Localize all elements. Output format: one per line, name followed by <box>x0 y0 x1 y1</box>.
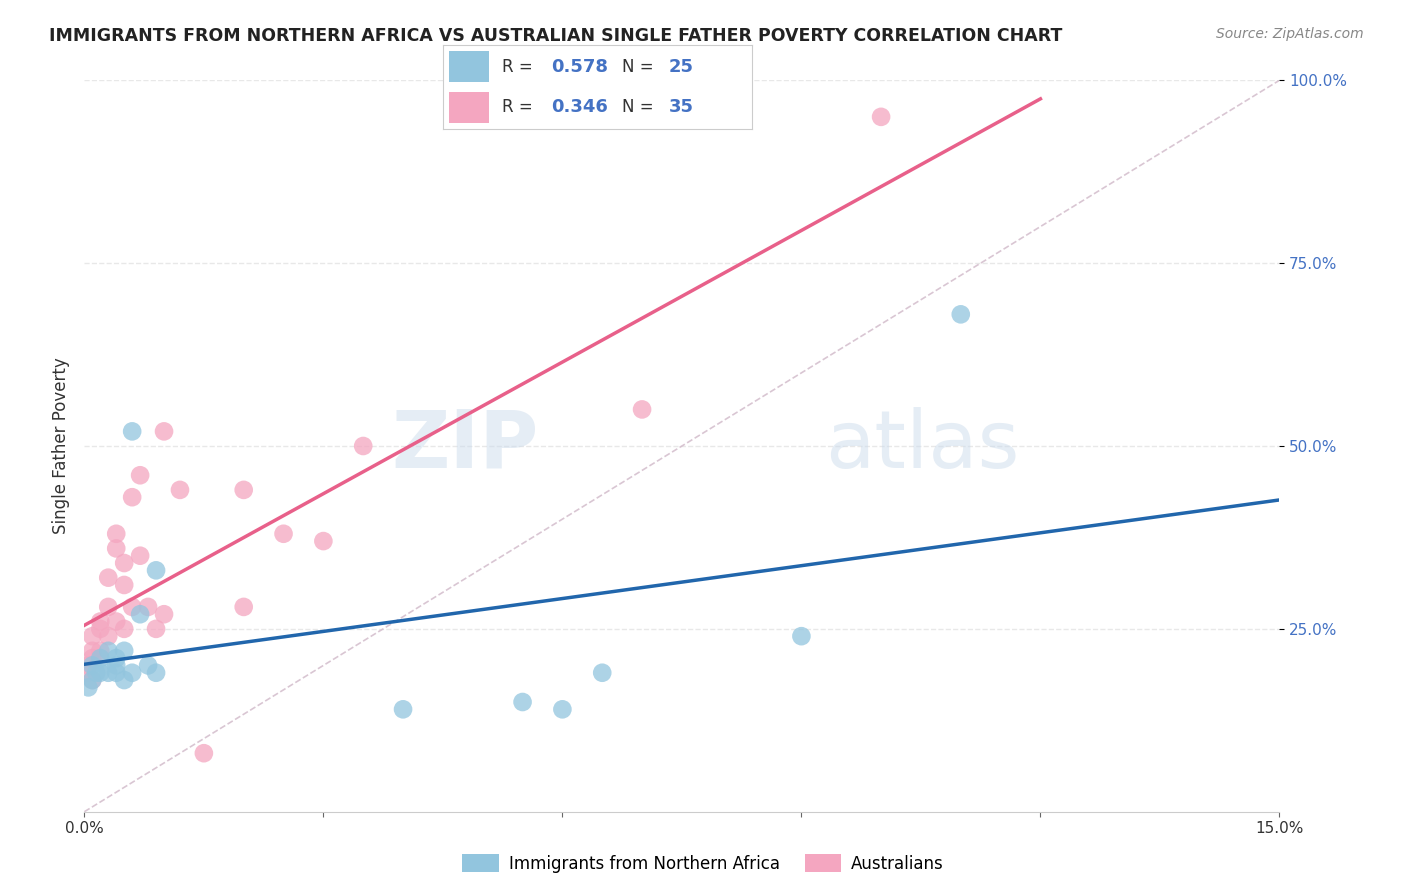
Text: R =: R = <box>502 58 537 76</box>
Point <box>631 402 654 417</box>
Point <box>591 665 613 680</box>
Y-axis label: Single Father Poverty: Single Father Poverty <box>52 358 70 534</box>
Point <box>121 665 143 680</box>
Point <box>105 658 128 673</box>
Point <box>89 665 111 680</box>
Point <box>145 622 167 636</box>
Point <box>312 534 335 549</box>
Point <box>89 651 111 665</box>
Point <box>392 702 415 716</box>
Point <box>77 681 100 695</box>
Point <box>86 665 108 680</box>
Point <box>870 110 893 124</box>
Point <box>97 665 120 680</box>
Point <box>112 556 135 570</box>
Point <box>790 629 813 643</box>
Text: atlas: atlas <box>825 407 1019 485</box>
Point <box>352 439 374 453</box>
Point <box>145 563 167 577</box>
Text: Source: ZipAtlas.com: Source: ZipAtlas.com <box>1216 27 1364 41</box>
Point <box>136 658 159 673</box>
Point <box>105 651 128 665</box>
Point <box>121 599 143 614</box>
Point <box>112 673 135 687</box>
Point <box>551 702 574 716</box>
Text: 0.346: 0.346 <box>551 98 607 116</box>
Point <box>77 658 100 673</box>
Point <box>89 644 111 658</box>
Point <box>153 607 176 622</box>
Point <box>193 746 215 760</box>
Point <box>97 571 120 585</box>
Point <box>512 695 534 709</box>
Point <box>105 665 128 680</box>
Point <box>121 425 143 439</box>
Point <box>97 599 120 614</box>
Text: R =: R = <box>502 98 537 116</box>
Point <box>136 599 159 614</box>
Point <box>89 622 111 636</box>
Point <box>129 468 152 483</box>
Point <box>145 665 167 680</box>
Point <box>82 651 104 665</box>
Point <box>82 644 104 658</box>
Text: ZIP: ZIP <box>391 407 538 485</box>
Text: N =: N = <box>623 58 659 76</box>
Text: IMMIGRANTS FROM NORTHERN AFRICA VS AUSTRALIAN SINGLE FATHER POVERTY CORRELATION : IMMIGRANTS FROM NORTHERN AFRICA VS AUSTR… <box>49 27 1063 45</box>
Point <box>105 615 128 629</box>
Point <box>82 673 104 687</box>
Point <box>112 578 135 592</box>
Text: 25: 25 <box>669 58 693 76</box>
FancyBboxPatch shape <box>449 52 489 82</box>
Point <box>153 425 176 439</box>
Point <box>169 483 191 497</box>
Point <box>949 307 972 321</box>
Point <box>105 526 128 541</box>
Legend: Immigrants from Northern Africa, Australians: Immigrants from Northern Africa, Austral… <box>456 847 950 880</box>
Point <box>121 490 143 504</box>
Point <box>273 526 295 541</box>
Point <box>97 644 120 658</box>
Point <box>232 483 254 497</box>
Point <box>82 673 104 687</box>
Point <box>97 629 120 643</box>
Point <box>129 607 152 622</box>
Point <box>129 549 152 563</box>
Text: 35: 35 <box>669 98 693 116</box>
Point <box>232 599 254 614</box>
Point <box>82 629 104 643</box>
Point <box>82 658 104 673</box>
Point <box>76 665 98 680</box>
Point <box>89 615 111 629</box>
Point <box>112 644 135 658</box>
Point <box>105 541 128 556</box>
Text: N =: N = <box>623 98 659 116</box>
FancyBboxPatch shape <box>449 92 489 122</box>
Point <box>112 622 135 636</box>
Text: 0.578: 0.578 <box>551 58 609 76</box>
